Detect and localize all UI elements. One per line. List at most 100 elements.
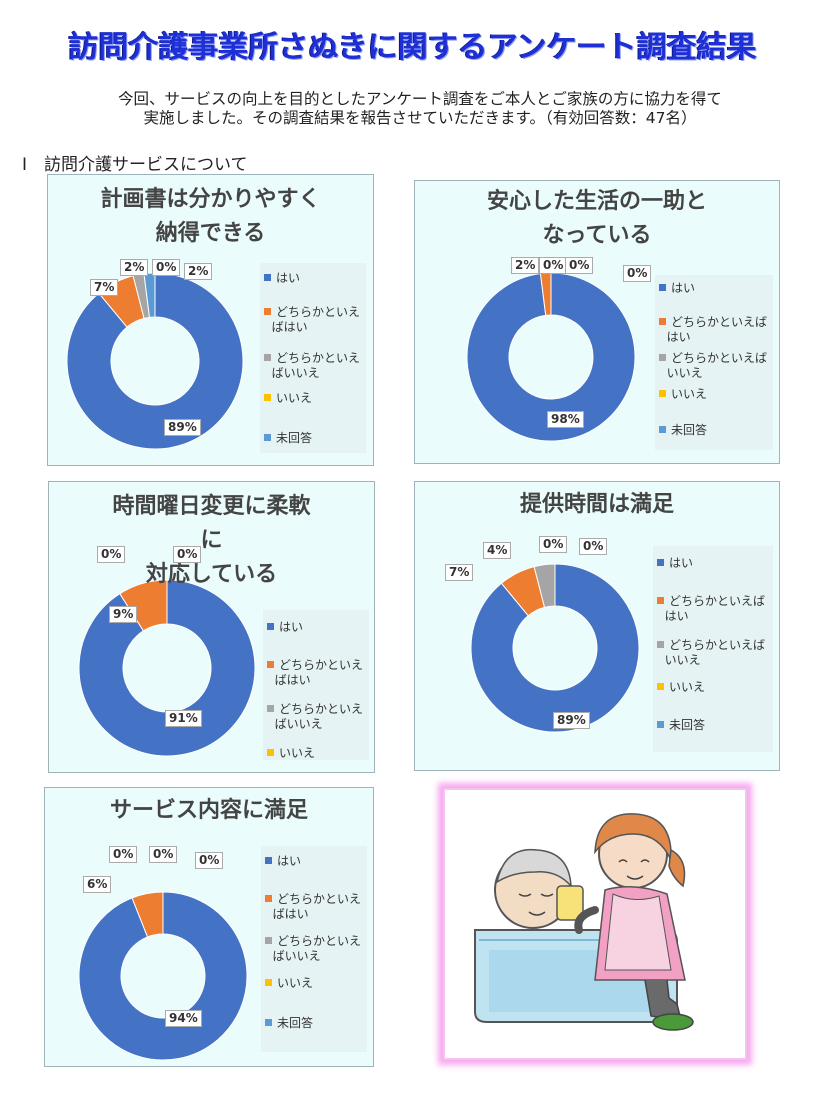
legend-item: どちらかといえば いいえ [657, 638, 765, 668]
legend-swatch [657, 683, 664, 690]
chart-title: 時間曜日変更に柔軟に対応している [49, 490, 374, 592]
legend-swatch [657, 641, 664, 648]
data-label: 0% [565, 257, 594, 274]
legend-label: どちらかといえば いいえ [664, 638, 766, 667]
data-label: 89% [164, 419, 201, 436]
donut-chart [78, 579, 256, 757]
legend-item: いいえ [265, 976, 313, 991]
data-label: 0% [149, 846, 178, 863]
donut-slice [466, 272, 636, 442]
legend-item: どちらかといえ ばはい [265, 892, 361, 922]
legend-swatch [267, 749, 274, 756]
legend-label: どちらかといえば はい [666, 315, 768, 344]
legend-swatch [657, 597, 664, 604]
intro-line-1: 今回、サービスの向上を目的としたアンケート調査をご本人とご家族の方に協力を得て [118, 90, 722, 108]
chart-card-schedule-flexible: 時間曜日変更に柔軟に対応している 91% 9% 0% 0% はい どちらかといえ ばはい どち… [48, 481, 375, 773]
data-label: 2% [511, 257, 540, 274]
legend-label: はい [277, 854, 302, 868]
donut-chart [470, 563, 640, 733]
data-label: 0% [579, 538, 608, 555]
legend-item: はい [265, 854, 301, 869]
data-label: 0% [195, 852, 224, 869]
chart-card-service-satisfied: サービス内容に満足 94% 6% 0% 0% 0% はい どちらかといえ ばはい どちらかといえ… [44, 787, 374, 1067]
data-label: 0% [109, 846, 138, 863]
legend-item: どちらかといえ ばはい [264, 305, 360, 335]
legend-label: どちらかといえ ばはい [274, 658, 364, 687]
chart-legend: はいどちらかといえば はい どちらかといえば いいえいいえ未回答 [655, 275, 773, 450]
chart-title-line: 納得できる [155, 221, 266, 246]
legend-label: はい [669, 556, 694, 570]
donut-slice [66, 272, 244, 450]
legend-item: 未回答 [659, 423, 707, 438]
chart-title-line: なっている [542, 223, 652, 248]
legend-item: いいえ [267, 746, 315, 761]
intro-line-2: 実施しました。その調査結果を報告させていただきます。（有効回答数：47名） [143, 109, 697, 127]
legend-swatch [264, 394, 271, 401]
intro-text: 今回、サービスの向上を目的としたアンケート調査をご本人とご家族の方に協力を得て … [70, 90, 770, 128]
data-label: 7% [445, 564, 474, 581]
data-label: 94% [165, 1010, 202, 1027]
chart-title-line: 時間曜日変更に柔軟 [112, 494, 311, 519]
legend-label: はい [671, 281, 696, 295]
legend-item: 未回答 [264, 431, 312, 446]
legend-swatch [265, 895, 272, 902]
chart-title-line: に [200, 528, 223, 553]
legend-label: どちらかといえ ばいいえ [271, 351, 361, 380]
caregiver-illustration [443, 788, 747, 1060]
chart-legend: はいどちらかといえ ばはいどちらかといえ ばいいえいいえ未回答 [261, 846, 367, 1052]
donut-chart [78, 891, 248, 1061]
data-label: 89% [553, 712, 590, 729]
donut-slice [119, 579, 168, 632]
legend-item: どちらかといえ ばはい [267, 658, 363, 688]
legend-item: いいえ [659, 387, 707, 402]
legend-item: 未回答 [265, 1016, 313, 1031]
legend-label: いいえ [671, 387, 708, 401]
donut-slice [131, 891, 164, 938]
legend-swatch [659, 318, 666, 325]
legend-swatch [659, 354, 666, 361]
chart-title: サービス内容に満足 [45, 794, 373, 828]
legend-swatch [267, 705, 274, 712]
legend-label: いいえ [279, 746, 316, 760]
chart-title-line: 計画書は分かりやすく [100, 187, 321, 212]
legend-label: どちらかといえば いいえ [666, 351, 768, 380]
legend-label: どちらかといえ ばいいえ [274, 702, 364, 731]
legend-item: どちらかといえ ばいいえ [267, 702, 363, 732]
legend-label: どちらかといえば はい [664, 594, 766, 623]
legend-item: はい [659, 281, 695, 296]
legend-item: はい [657, 556, 693, 571]
data-label: 2% [184, 263, 213, 280]
legend-item: どちらかといえば はい [659, 315, 767, 345]
chart-title-line: 安心した生活の一助と [486, 189, 707, 214]
donut-chart [66, 272, 244, 450]
legend-label: どちらかといえ ばはい [272, 892, 362, 921]
chart-card-plan-understandable: 計画書は分かりやすく 納得できる 89% 7% 2% 0% 2% はい どちらかといえ ばはいど… [47, 174, 374, 466]
data-label: 2% [120, 259, 149, 276]
chart-title: 計画書は分かりやすく 納得できる [48, 183, 373, 251]
legend-label: いいえ [276, 391, 313, 405]
legend-item: 未回答 [657, 718, 705, 733]
legend-label: はい [276, 271, 301, 285]
donut-slice [78, 579, 256, 757]
legend-item: どちらかといえば いいえ [659, 351, 767, 381]
chart-legend: はいどちらかといえ ばはい どちらかといえ ばいいえいいえ [263, 610, 369, 760]
bath-care-drawing [474, 813, 694, 1031]
data-label: 0% [173, 546, 202, 563]
data-label: 9% [109, 606, 138, 623]
legend-item: はい [264, 271, 300, 286]
legend-swatch [265, 857, 272, 864]
legend-label: 未回答 [669, 718, 706, 732]
chart-title-line: 提供時間は満足 [519, 492, 674, 517]
legend-label: はい [279, 620, 304, 634]
legend-swatch [659, 284, 666, 291]
legend-item: いいえ [657, 680, 705, 695]
chart-title-line: サービス内容に満足 [109, 798, 308, 823]
legend-label: 未回答 [277, 1016, 314, 1030]
legend-swatch [264, 274, 271, 281]
data-label: 0% [539, 257, 568, 274]
page-title: 訪問介護事業所さぬきに関するアンケート調査結果 [68, 30, 757, 65]
legend-item: どちらかといえ ばいいえ [265, 934, 361, 964]
legend-swatch [659, 426, 666, 433]
legend-label: 未回答 [276, 431, 313, 445]
data-label: 4% [483, 542, 512, 559]
